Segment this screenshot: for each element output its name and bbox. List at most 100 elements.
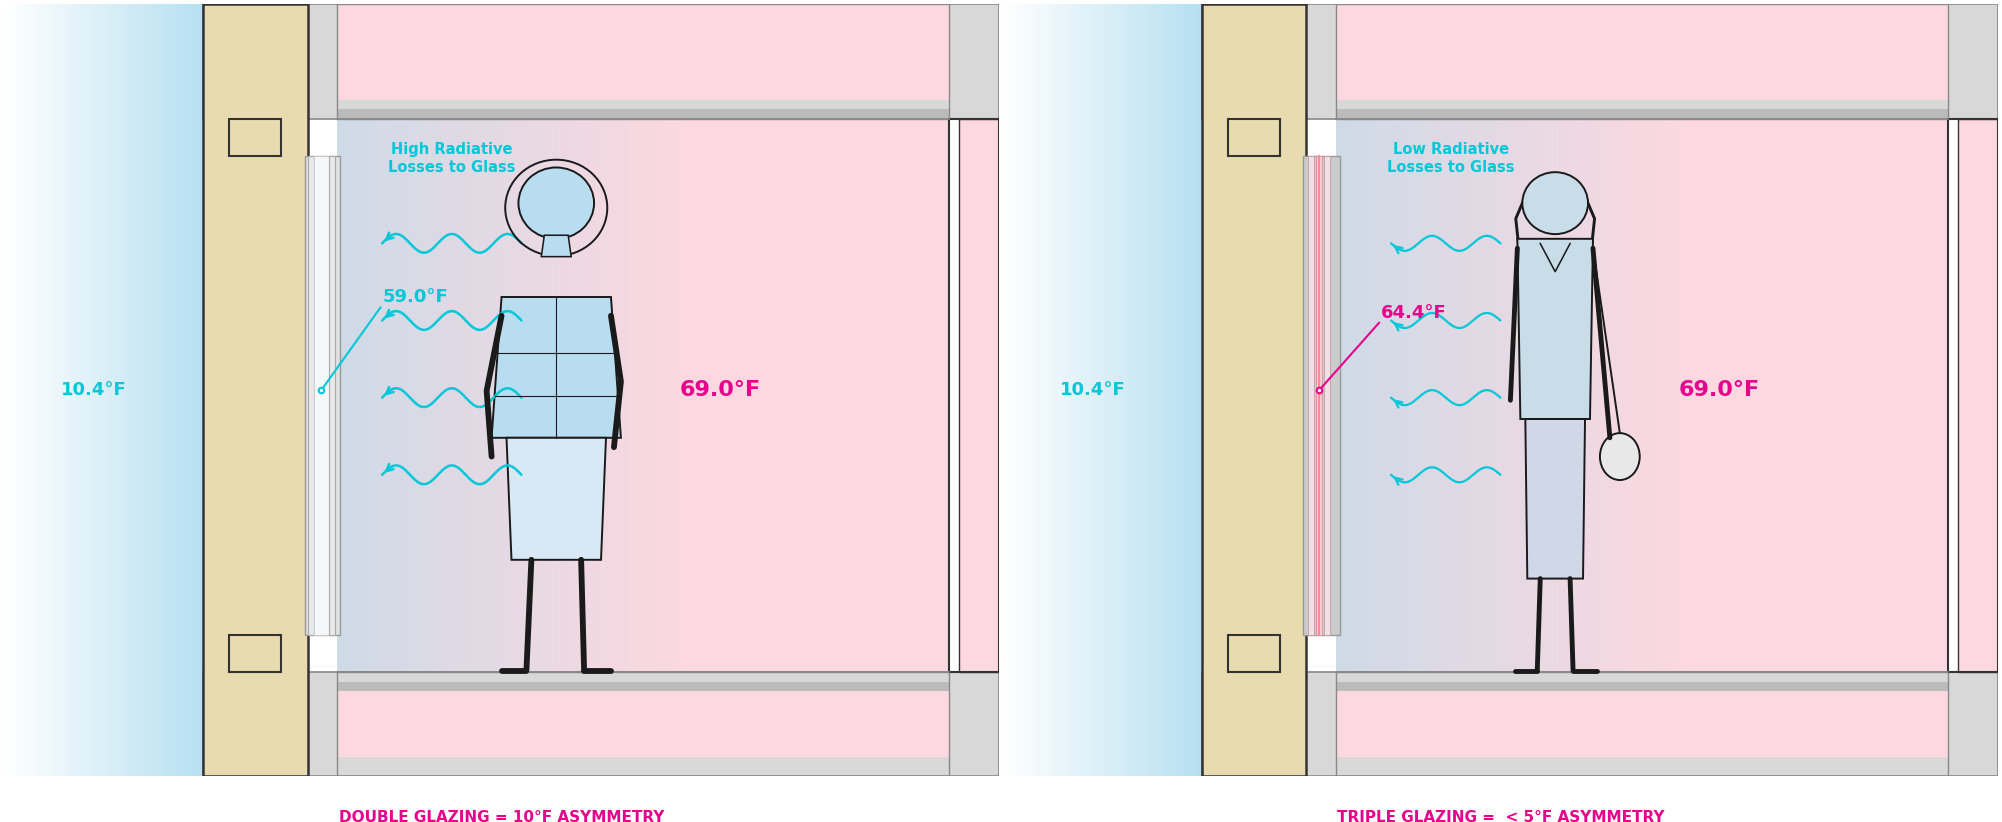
Bar xyxy=(444,118,448,672)
Bar xyxy=(1339,118,1343,672)
Bar xyxy=(661,118,665,672)
Bar xyxy=(1495,118,1499,672)
Bar xyxy=(202,4,999,118)
Text: 69.0°F: 69.0°F xyxy=(1680,380,1760,400)
Bar xyxy=(350,118,354,672)
Bar xyxy=(1483,118,1485,672)
Bar xyxy=(543,118,547,672)
Bar xyxy=(579,118,581,672)
Bar xyxy=(1475,118,1479,672)
Bar xyxy=(575,118,579,672)
Bar xyxy=(525,118,529,672)
Bar xyxy=(228,635,282,672)
Bar xyxy=(561,118,565,672)
Bar xyxy=(202,4,308,776)
Text: 10.4°F: 10.4°F xyxy=(60,381,126,399)
Bar xyxy=(1536,118,1538,672)
Bar xyxy=(1347,118,1349,672)
Bar xyxy=(641,118,645,672)
Bar xyxy=(1532,118,1536,672)
Text: 69.0°F: 69.0°F xyxy=(681,380,761,400)
Bar xyxy=(1443,118,1447,672)
Bar xyxy=(376,118,378,672)
Bar xyxy=(456,118,458,672)
Bar xyxy=(1465,118,1469,672)
Bar xyxy=(627,118,631,672)
Bar xyxy=(378,118,382,672)
Bar xyxy=(1367,118,1371,672)
Bar xyxy=(1670,118,1674,672)
Bar xyxy=(1349,118,1353,672)
Bar xyxy=(589,118,591,672)
Bar xyxy=(1471,118,1475,672)
Bar xyxy=(442,118,444,672)
Ellipse shape xyxy=(1600,433,1640,480)
Bar xyxy=(1678,118,1682,672)
Bar xyxy=(553,118,557,672)
Bar xyxy=(338,118,340,672)
Text: 10.4°F: 10.4°F xyxy=(1059,381,1125,399)
Bar xyxy=(1588,118,1590,672)
Bar xyxy=(466,118,470,672)
Bar xyxy=(1590,118,1594,672)
Bar xyxy=(498,118,500,672)
Bar xyxy=(599,118,603,672)
Bar xyxy=(1455,118,1457,672)
Bar xyxy=(1608,118,1612,672)
Bar xyxy=(1361,118,1363,672)
Bar xyxy=(490,118,494,672)
Bar xyxy=(480,118,484,672)
Bar xyxy=(362,118,364,672)
Bar xyxy=(1576,118,1580,672)
Bar xyxy=(613,118,617,672)
Bar xyxy=(1429,118,1433,672)
Bar xyxy=(1201,672,1998,776)
Bar xyxy=(1646,118,1650,672)
Bar xyxy=(1560,118,1564,672)
Bar xyxy=(1604,118,1608,672)
Bar xyxy=(1664,118,1668,672)
Bar xyxy=(1227,635,1281,672)
Bar xyxy=(1524,118,1528,672)
Bar xyxy=(1632,118,1636,672)
Bar xyxy=(619,118,623,672)
Bar xyxy=(591,118,595,672)
Bar xyxy=(1451,118,1455,672)
Bar xyxy=(1335,109,1948,118)
Bar xyxy=(448,118,452,672)
Bar xyxy=(1656,118,1660,672)
Bar xyxy=(458,118,462,672)
Bar xyxy=(340,118,344,672)
Bar xyxy=(434,118,438,672)
Bar xyxy=(1405,118,1409,672)
Circle shape xyxy=(1522,172,1588,234)
Bar xyxy=(1309,156,1315,635)
Bar xyxy=(368,118,372,672)
Bar xyxy=(1650,118,1654,672)
Bar xyxy=(1682,118,1684,672)
Bar xyxy=(330,156,336,635)
Bar xyxy=(547,118,551,672)
Bar xyxy=(1514,118,1518,672)
Bar xyxy=(1409,118,1413,672)
Bar xyxy=(1574,118,1576,672)
Bar xyxy=(1640,118,1644,672)
Bar xyxy=(1660,118,1664,672)
Bar xyxy=(1335,4,1948,104)
Bar xyxy=(1335,100,1948,109)
Bar xyxy=(1457,118,1461,672)
Bar xyxy=(410,118,414,672)
Bar xyxy=(1385,118,1389,672)
Bar xyxy=(1325,156,1331,635)
Bar xyxy=(1201,4,1998,118)
Bar xyxy=(1528,118,1532,672)
Bar xyxy=(539,118,543,672)
Bar xyxy=(484,118,486,672)
Bar xyxy=(1399,118,1403,672)
Bar xyxy=(386,118,390,672)
Bar xyxy=(1542,118,1546,672)
Bar xyxy=(1594,118,1598,672)
Bar xyxy=(1227,118,1281,156)
Bar xyxy=(414,118,418,672)
Bar xyxy=(314,156,330,635)
